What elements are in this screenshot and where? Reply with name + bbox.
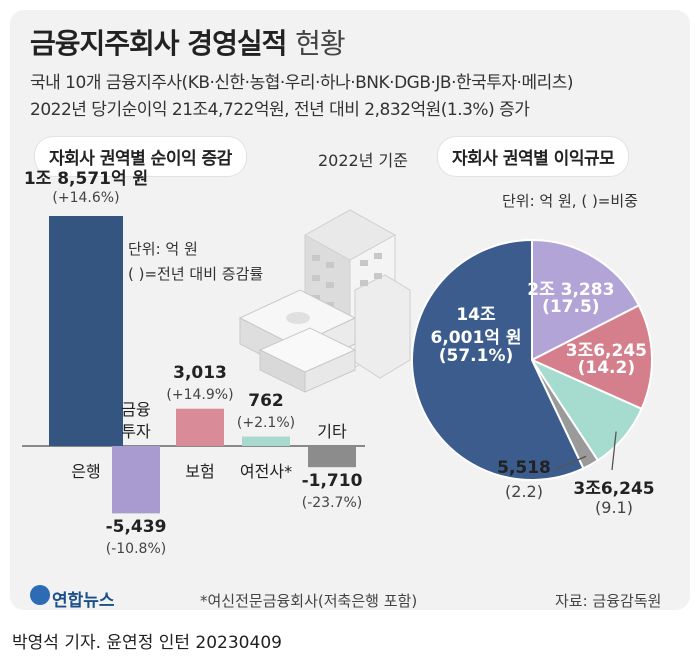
bar — [112, 446, 160, 514]
pie-label: 6,001억 원 — [430, 328, 522, 348]
pie-share-label: (57.1%) — [438, 346, 514, 366]
pie-slice — [531, 238, 641, 362]
bar-category-label: 보험 — [185, 462, 215, 481]
pie-label: 5,518 — [497, 458, 551, 478]
pie-share-label: (17.5) — [542, 296, 600, 317]
bar-change-label: (-10.8%) — [105, 541, 167, 558]
bar — [242, 436, 290, 446]
bar-unit-note: ( )=전년 대비 증감률 — [128, 265, 264, 283]
bar-value-label: 3,013 — [173, 362, 227, 383]
pie-slice — [411, 238, 585, 481]
bar-category-label: 기타 — [317, 422, 347, 441]
subtitle-line1: 국내 10개 금융지주사(KB·신한·농협·우리·하나·BNK·DGB·JB·한… — [30, 73, 574, 93]
bar — [308, 446, 356, 468]
bar-change-label: (+14.6%) — [52, 190, 120, 206]
bar — [49, 216, 123, 446]
bar-value-label: 1조 8,571억 원 — [23, 169, 149, 189]
bar-category-label: 투자 — [121, 422, 151, 441]
pie-unit: 단위: 억 원, ( )=비중 — [502, 192, 638, 210]
pie-leader-line — [554, 455, 587, 471]
logo-icon — [30, 585, 50, 605]
left-chart-heading: 자회사 권역별 순이익 증감 — [35, 137, 246, 176]
source: 자료: 금융감독원 — [555, 592, 662, 610]
pie-share-label: (14.2) — [577, 358, 636, 378]
bar-change-label: (+2.1%) — [236, 414, 296, 431]
bar-category-label: 여전사* — [239, 462, 293, 481]
base-year: 2022년 기준 — [318, 151, 408, 170]
bar-change-label: (+14.9%) — [166, 386, 234, 403]
pie-slice — [529, 304, 653, 411]
bar-unit: 단위: 억 원 — [128, 240, 198, 258]
title-main: 금융지주회사 경영실적 — [30, 27, 287, 60]
bar-value-label: -1,710 — [301, 471, 363, 492]
pie-label: 14조 — [456, 305, 496, 325]
right-chart-heading: 자회사 권역별 이익규모 — [438, 137, 629, 176]
bar-change-label: (-23.7%) — [301, 495, 363, 512]
bar-value-label: 762 — [248, 390, 284, 411]
pie-share-label: (9.1) — [595, 498, 633, 517]
logo-text: 연합뉴스 — [52, 591, 115, 611]
byline: 박영석 기자. 윤연정 인턴 20230409 — [12, 633, 282, 653]
pie-label: 3조6,245 — [565, 341, 647, 361]
title-suffix: 현황 — [295, 27, 346, 60]
bar — [176, 408, 224, 446]
pie-label: 2조 3,283 — [527, 279, 615, 300]
bar-category-label: 은행 — [71, 462, 101, 481]
pie-leader-line — [611, 431, 617, 471]
subtitle-line2: 2022년 당기순이익 21조4,722억원, 전년 대비 2,832억원(1.… — [30, 100, 530, 120]
bar-category-label: 금융 — [121, 400, 151, 419]
pie-label: 3조6,245 — [573, 479, 655, 499]
pie-share-label: (2.2) — [505, 482, 543, 501]
footnote: *여신전문금융회사(저축은행 포함) — [200, 592, 418, 610]
page-title: 금융지주회사 경영실적 현황 — [30, 22, 346, 62]
bar-value-label: -5,439 — [105, 517, 167, 538]
